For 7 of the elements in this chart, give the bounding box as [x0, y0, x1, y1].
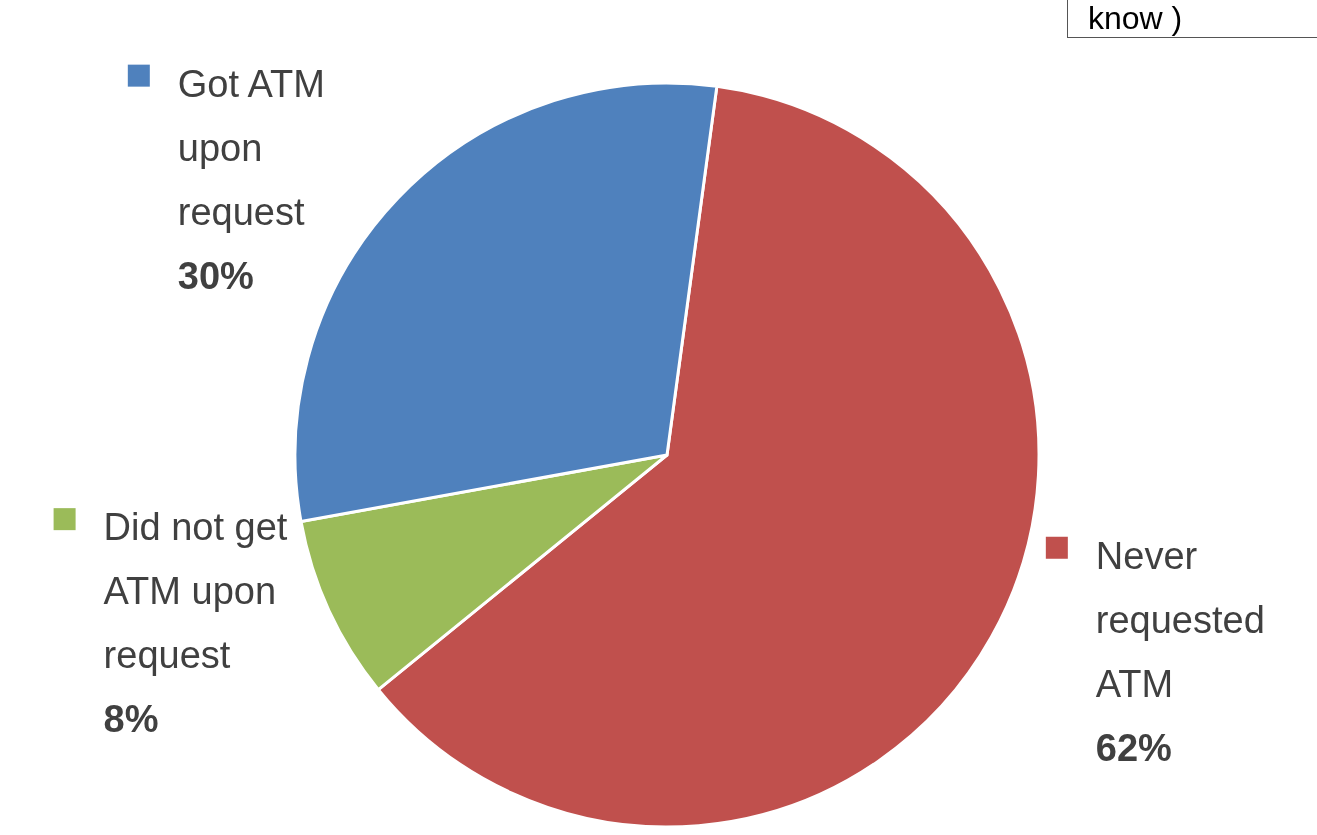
data-label: 8% — [103, 698, 159, 741]
text: know ) — [1067, 0, 1317, 38]
legend-label: Did not get ATM upon request — [103, 506, 288, 677]
legend-label: Got ATM upon request — [177, 62, 325, 233]
legend-label: Never requested ATM — [1095, 534, 1265, 705]
data-label: 30% — [177, 254, 254, 297]
data-label: 62% — [1095, 726, 1172, 769]
